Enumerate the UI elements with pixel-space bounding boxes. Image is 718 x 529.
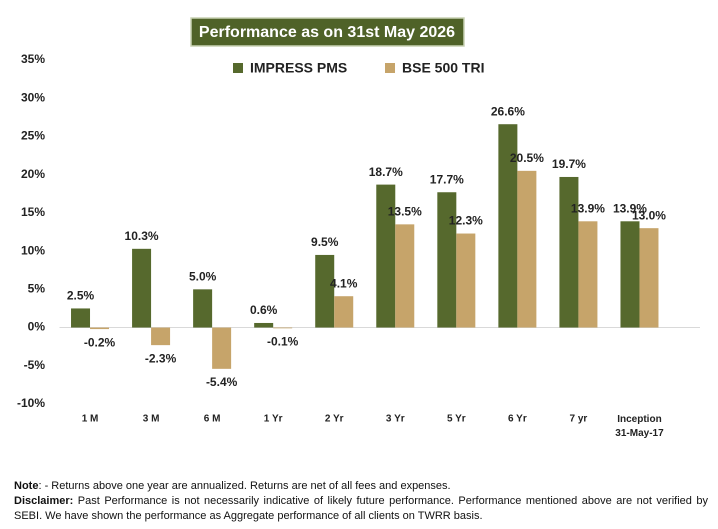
value-label: -0.2% bbox=[84, 335, 116, 349]
value-label: -0.1% bbox=[267, 334, 299, 348]
bar bbox=[193, 289, 213, 328]
y-tick-label: 25% bbox=[21, 129, 45, 143]
x-tick-label: 2 Yr bbox=[325, 414, 344, 425]
y-tick-label: -10% bbox=[17, 396, 45, 410]
y-tick-label: 30% bbox=[21, 90, 45, 104]
x-tick-label: 6 M bbox=[204, 414, 221, 425]
bar bbox=[151, 327, 171, 346]
x-tick-label: 3 Yr bbox=[386, 414, 405, 425]
bar bbox=[71, 308, 91, 328]
title-box bbox=[190, 17, 465, 47]
bar bbox=[315, 254, 335, 328]
value-label: 2.5% bbox=[67, 289, 95, 303]
note: Note: - Returns above one year are annua… bbox=[14, 479, 708, 494]
y-tick-label: 35% bbox=[21, 52, 45, 66]
value-label: 20.5% bbox=[510, 151, 544, 165]
chart: Performance as on 31st May 2026 -10% -5% 0… bbox=[17, 17, 700, 439]
note-label: Note bbox=[14, 480, 39, 492]
y-tick-label: 10% bbox=[21, 243, 45, 257]
value-label: 17.7% bbox=[430, 172, 464, 186]
chart-title: Performance as on 31st May 2026 bbox=[199, 24, 455, 41]
legend-swatch bbox=[385, 63, 395, 73]
value-label: 19.7% bbox=[552, 157, 586, 171]
value-label: 13.0% bbox=[632, 208, 666, 222]
x-tick-label: 1 M bbox=[82, 414, 99, 425]
legend-label: BSE 500 TRI bbox=[402, 60, 484, 76]
x-tick-label: 1 Yr bbox=[264, 414, 283, 425]
y-tick-label: -5% bbox=[24, 358, 46, 372]
bar bbox=[334, 296, 354, 328]
disclaimer-label: Disclaimer: bbox=[14, 495, 74, 507]
bar bbox=[559, 176, 579, 328]
value-label: 12.3% bbox=[449, 214, 483, 228]
bar bbox=[395, 224, 415, 328]
legend-label: IMPRESS PMS bbox=[250, 60, 347, 76]
disclaimer: Disclaimer: Past Performance is not nece… bbox=[14, 494, 708, 524]
bar bbox=[639, 228, 659, 328]
value-label: 0.6% bbox=[250, 303, 278, 317]
value-label: -5.4% bbox=[206, 375, 238, 389]
x-tick-label: 7 yr bbox=[570, 414, 588, 425]
x-tick-label: Inception 31-May-17 bbox=[615, 414, 664, 439]
bar bbox=[498, 124, 518, 328]
bar bbox=[456, 233, 476, 328]
bar bbox=[376, 184, 396, 328]
x-tick-label: 5 Yr bbox=[447, 414, 466, 425]
value-label: 13.9% bbox=[571, 201, 605, 215]
y-tick-label: 0% bbox=[28, 320, 46, 334]
y-tick-label: 5% bbox=[28, 282, 46, 296]
bar bbox=[273, 327, 293, 329]
bar bbox=[212, 327, 232, 369]
value-label: -2.3% bbox=[145, 351, 177, 365]
value-label: 10.3% bbox=[125, 229, 159, 243]
y-tick-label: 20% bbox=[21, 167, 45, 181]
bar bbox=[620, 221, 640, 328]
y-tick-label: 15% bbox=[21, 205, 45, 219]
bar bbox=[437, 192, 457, 328]
note-text: : - Returns above one year are annualize… bbox=[38, 480, 451, 492]
bar bbox=[254, 322, 274, 328]
bar bbox=[578, 221, 598, 328]
value-label: 13.9% bbox=[613, 201, 647, 215]
disclaimer-text: Past Performance is not necessarily indi… bbox=[14, 495, 708, 522]
value-label: 13.5% bbox=[388, 205, 422, 219]
notes: Note: - Returns above one year are annua… bbox=[14, 479, 708, 524]
value-label: 18.7% bbox=[369, 165, 403, 179]
bar bbox=[517, 170, 537, 328]
bar bbox=[132, 248, 152, 328]
x-tick-label: 3 M bbox=[143, 414, 160, 425]
value-label: 5.0% bbox=[189, 270, 217, 284]
value-label: 4.1% bbox=[330, 276, 358, 290]
bar bbox=[90, 327, 110, 330]
value-label: 26.6% bbox=[491, 104, 525, 118]
x-tick-label: 6 Yr bbox=[508, 414, 527, 425]
legend-swatch bbox=[233, 63, 243, 73]
value-label: 9.5% bbox=[311, 235, 339, 249]
